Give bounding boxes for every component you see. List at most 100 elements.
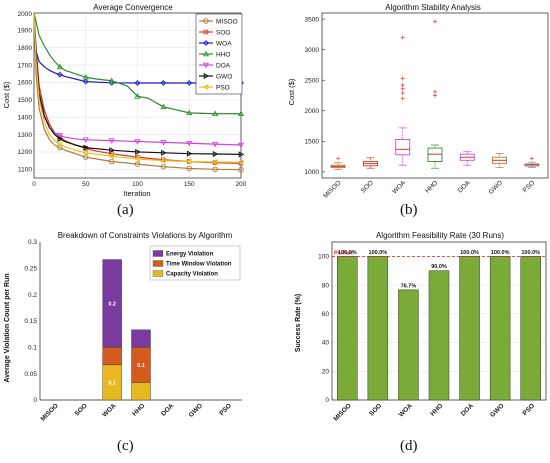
x-tick-label: SOO — [368, 402, 383, 417]
legend-label: WOA — [216, 40, 232, 47]
y-tick-label: 0.3 — [28, 239, 37, 246]
legend-marker — [202, 50, 210, 57]
data-point — [186, 80, 193, 86]
data-label: 0.1 — [108, 380, 116, 386]
plot-frame — [321, 12, 549, 179]
data-point — [160, 163, 167, 170]
outlier-point — [400, 35, 405, 40]
outlier-point — [529, 156, 534, 161]
data-point — [237, 142, 245, 149]
legend-box — [149, 245, 241, 281]
data-point — [211, 158, 218, 166]
x-tick-label: 150 — [184, 181, 195, 188]
x-tick-label: HHO — [131, 402, 146, 417]
box-iqr — [395, 139, 411, 156]
data-point — [134, 80, 141, 86]
y-tick-label: 0 — [325, 397, 329, 404]
feasibility-bar-chart: Algorithm Feasibility Rate (30 Runs) 0 20… — [295, 231, 547, 423]
data-label: 100.0% — [460, 250, 479, 256]
data-point — [108, 158, 115, 165]
convergence-y-label: Cost ($) — [2, 81, 11, 108]
bar-segment-hho — [131, 329, 151, 348]
y-tick-label: 0.15 — [24, 318, 37, 325]
panel-label-b: (b) — [400, 202, 418, 218]
x-tick-label: WOA — [101, 402, 117, 418]
data-point — [83, 144, 89, 151]
y-tick-label: 100 — [318, 254, 329, 261]
data-label: 76.7% — [401, 283, 417, 289]
outlier-point — [433, 93, 437, 98]
data-point — [186, 109, 193, 116]
legend-swatch — [152, 270, 164, 277]
data-point — [212, 166, 218, 173]
bar-gwo — [489, 256, 511, 401]
data-point — [108, 77, 115, 84]
stability-y-label: Cost ($) — [287, 78, 296, 105]
y-tick-label: 1100 — [18, 167, 32, 174]
y-tick-label: 0.05 — [24, 371, 37, 378]
x-tick-label: DOA — [160, 402, 175, 417]
y-tick-label: 3500 — [305, 16, 320, 23]
x-tick-label: 50 — [82, 181, 90, 188]
data-point — [186, 150, 193, 157]
x-tick-label: 200 — [236, 181, 247, 188]
convergence-chart: Average Convergence 0 50 100 150 200 1100 1200… — [2, 3, 247, 198]
y-tick-label: 0.25 — [24, 266, 37, 273]
outlier-point — [433, 19, 437, 24]
panel-label-d: (d) — [400, 438, 418, 454]
bar-misoo — [337, 256, 358, 401]
bar-hho — [428, 270, 450, 401]
plot-frame — [33, 12, 242, 179]
legend-marker — [203, 18, 209, 24]
legend-label: SOO — [216, 29, 230, 36]
data-label: 100.0% — [369, 250, 388, 256]
x-tick-label: MISOO — [40, 402, 60, 422]
y-tick-label: 2000 — [18, 11, 33, 18]
data-point — [237, 159, 244, 166]
data-label: 100.0% — [521, 250, 540, 256]
data-point — [56, 71, 63, 78]
y-tick-label: 20 — [322, 368, 330, 375]
data-label: 100.0% — [491, 250, 510, 256]
data-point — [134, 155, 140, 162]
legend-marker — [203, 72, 210, 80]
outlier-point — [400, 83, 405, 88]
outlier-point — [336, 156, 341, 161]
x-tick-label: PSO — [521, 402, 536, 417]
x-tick-label: MISOO — [332, 402, 352, 422]
bar-segment-woa — [102, 347, 122, 366]
feasibility-chart-title: Algorithm Feasibility Rate (30 Runs) — [376, 231, 504, 240]
series-line-hho — [33, 12, 241, 115]
data-point — [82, 74, 89, 80]
data-point — [56, 133, 63, 139]
data-point — [57, 135, 64, 142]
data-point — [238, 151, 245, 158]
bar-pso — [520, 256, 541, 401]
x-tick-label: HHO — [424, 179, 439, 194]
y-tick-label: 1000 — [305, 169, 320, 176]
bar-woa — [398, 289, 419, 401]
legend-label: DOA — [216, 62, 231, 69]
x-tick-label: DOA — [460, 402, 475, 417]
convergence-x-label: Iteration — [123, 189, 150, 198]
y-tick-label: 1500 — [305, 139, 320, 146]
legend-label: PSO — [216, 84, 230, 91]
x-tick-label: GWO — [188, 402, 204, 418]
y-tick-label: 1200 — [18, 149, 33, 156]
y-tick-label: 60 — [322, 311, 330, 318]
data-point — [212, 150, 219, 158]
x-tick-label: WOA — [391, 179, 407, 195]
panel-label-c: (c) — [117, 438, 134, 454]
y-tick-label: 0 — [33, 397, 37, 404]
legend-label: MISOO — [216, 18, 238, 25]
series-line-misoo — [33, 12, 242, 171]
box-hho — [427, 19, 443, 169]
box-gwo — [492, 153, 508, 168]
bar-doa — [459, 256, 480, 401]
x-tick-label: GWO — [488, 179, 504, 195]
x-tick-label: PSO — [522, 179, 537, 194]
box-misoo — [330, 156, 346, 170]
data-point — [83, 154, 89, 160]
x-tick-label: SOO — [74, 402, 89, 417]
y-tick-label: 1400 — [18, 114, 33, 121]
